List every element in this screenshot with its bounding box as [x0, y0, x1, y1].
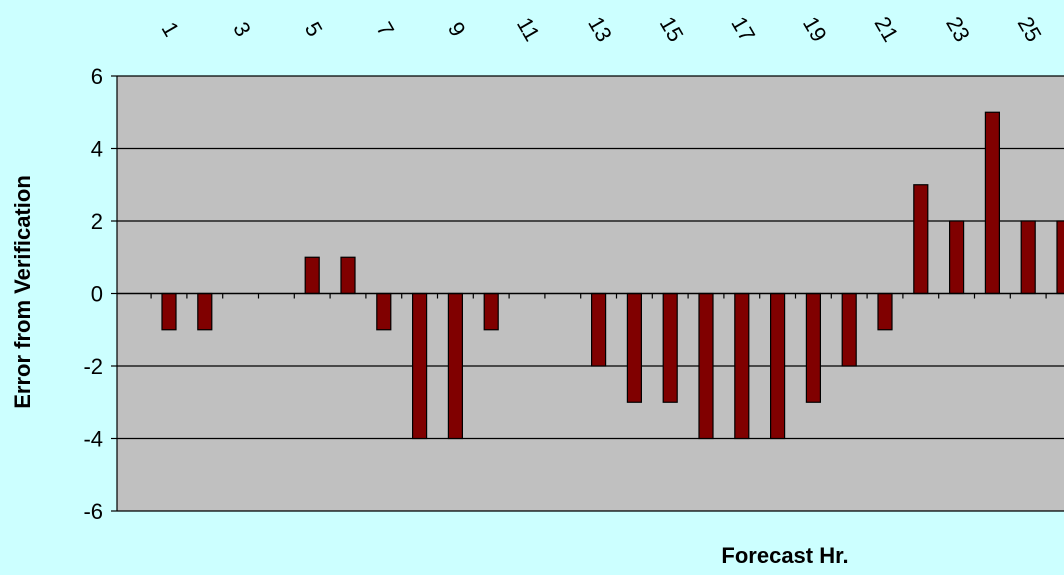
x-tick-label: 5	[300, 18, 328, 41]
bar	[734, 292, 750, 440]
x-tick-label: 19	[798, 12, 832, 46]
bar	[841, 292, 857, 367]
bar	[1056, 220, 1064, 295]
y-tick-label: -4	[83, 427, 103, 452]
bar	[376, 292, 392, 331]
y-tick-labels: -6 -4 -2 0 2 4 6	[83, 64, 103, 524]
x-tick-label: 15	[655, 12, 689, 46]
bar	[340, 256, 356, 295]
bar	[698, 292, 714, 440]
x-tick-label: 23	[941, 12, 975, 46]
x-axis	[117, 292, 1064, 299]
x-tick-label: 1	[157, 18, 185, 41]
bar	[805, 292, 822, 403]
y-tick-label: 4	[91, 137, 103, 162]
y-tick-label: 2	[91, 209, 103, 234]
bar	[412, 292, 428, 440]
x-tick-labels: 13579111315171921232527	[157, 12, 1047, 46]
y-tick-label: 6	[91, 64, 103, 89]
bar	[304, 256, 320, 295]
y-tick-label: -2	[83, 354, 103, 379]
bar	[447, 292, 463, 440]
x-tick-label: 25	[1013, 12, 1047, 46]
x-tick-label: 13	[583, 12, 617, 46]
bar	[948, 220, 965, 295]
bars	[161, 111, 1064, 440]
bar	[626, 292, 643, 403]
x-tick-label: 7	[371, 18, 399, 41]
y-axis-title: Error from Verification	[10, 175, 35, 409]
x-tick-label: 9	[443, 18, 471, 41]
x-tick-label: 21	[870, 12, 904, 46]
bar	[662, 292, 678, 403]
bar	[590, 292, 607, 367]
bar	[197, 292, 213, 331]
bar	[483, 292, 499, 331]
bar	[913, 184, 929, 295]
x-tick-label: 3	[228, 18, 256, 41]
bar	[161, 292, 177, 331]
x-axis-title: Forecast Hr.	[721, 543, 848, 568]
bar	[984, 111, 1001, 295]
bar	[877, 292, 893, 331]
x-tick-label: 17	[726, 12, 760, 46]
y-tick-label: -6	[83, 499, 103, 524]
x-tick-label: 11	[512, 13, 545, 45]
bar	[769, 292, 786, 440]
bar	[1020, 220, 1036, 295]
y-tick-label: 0	[91, 282, 103, 307]
